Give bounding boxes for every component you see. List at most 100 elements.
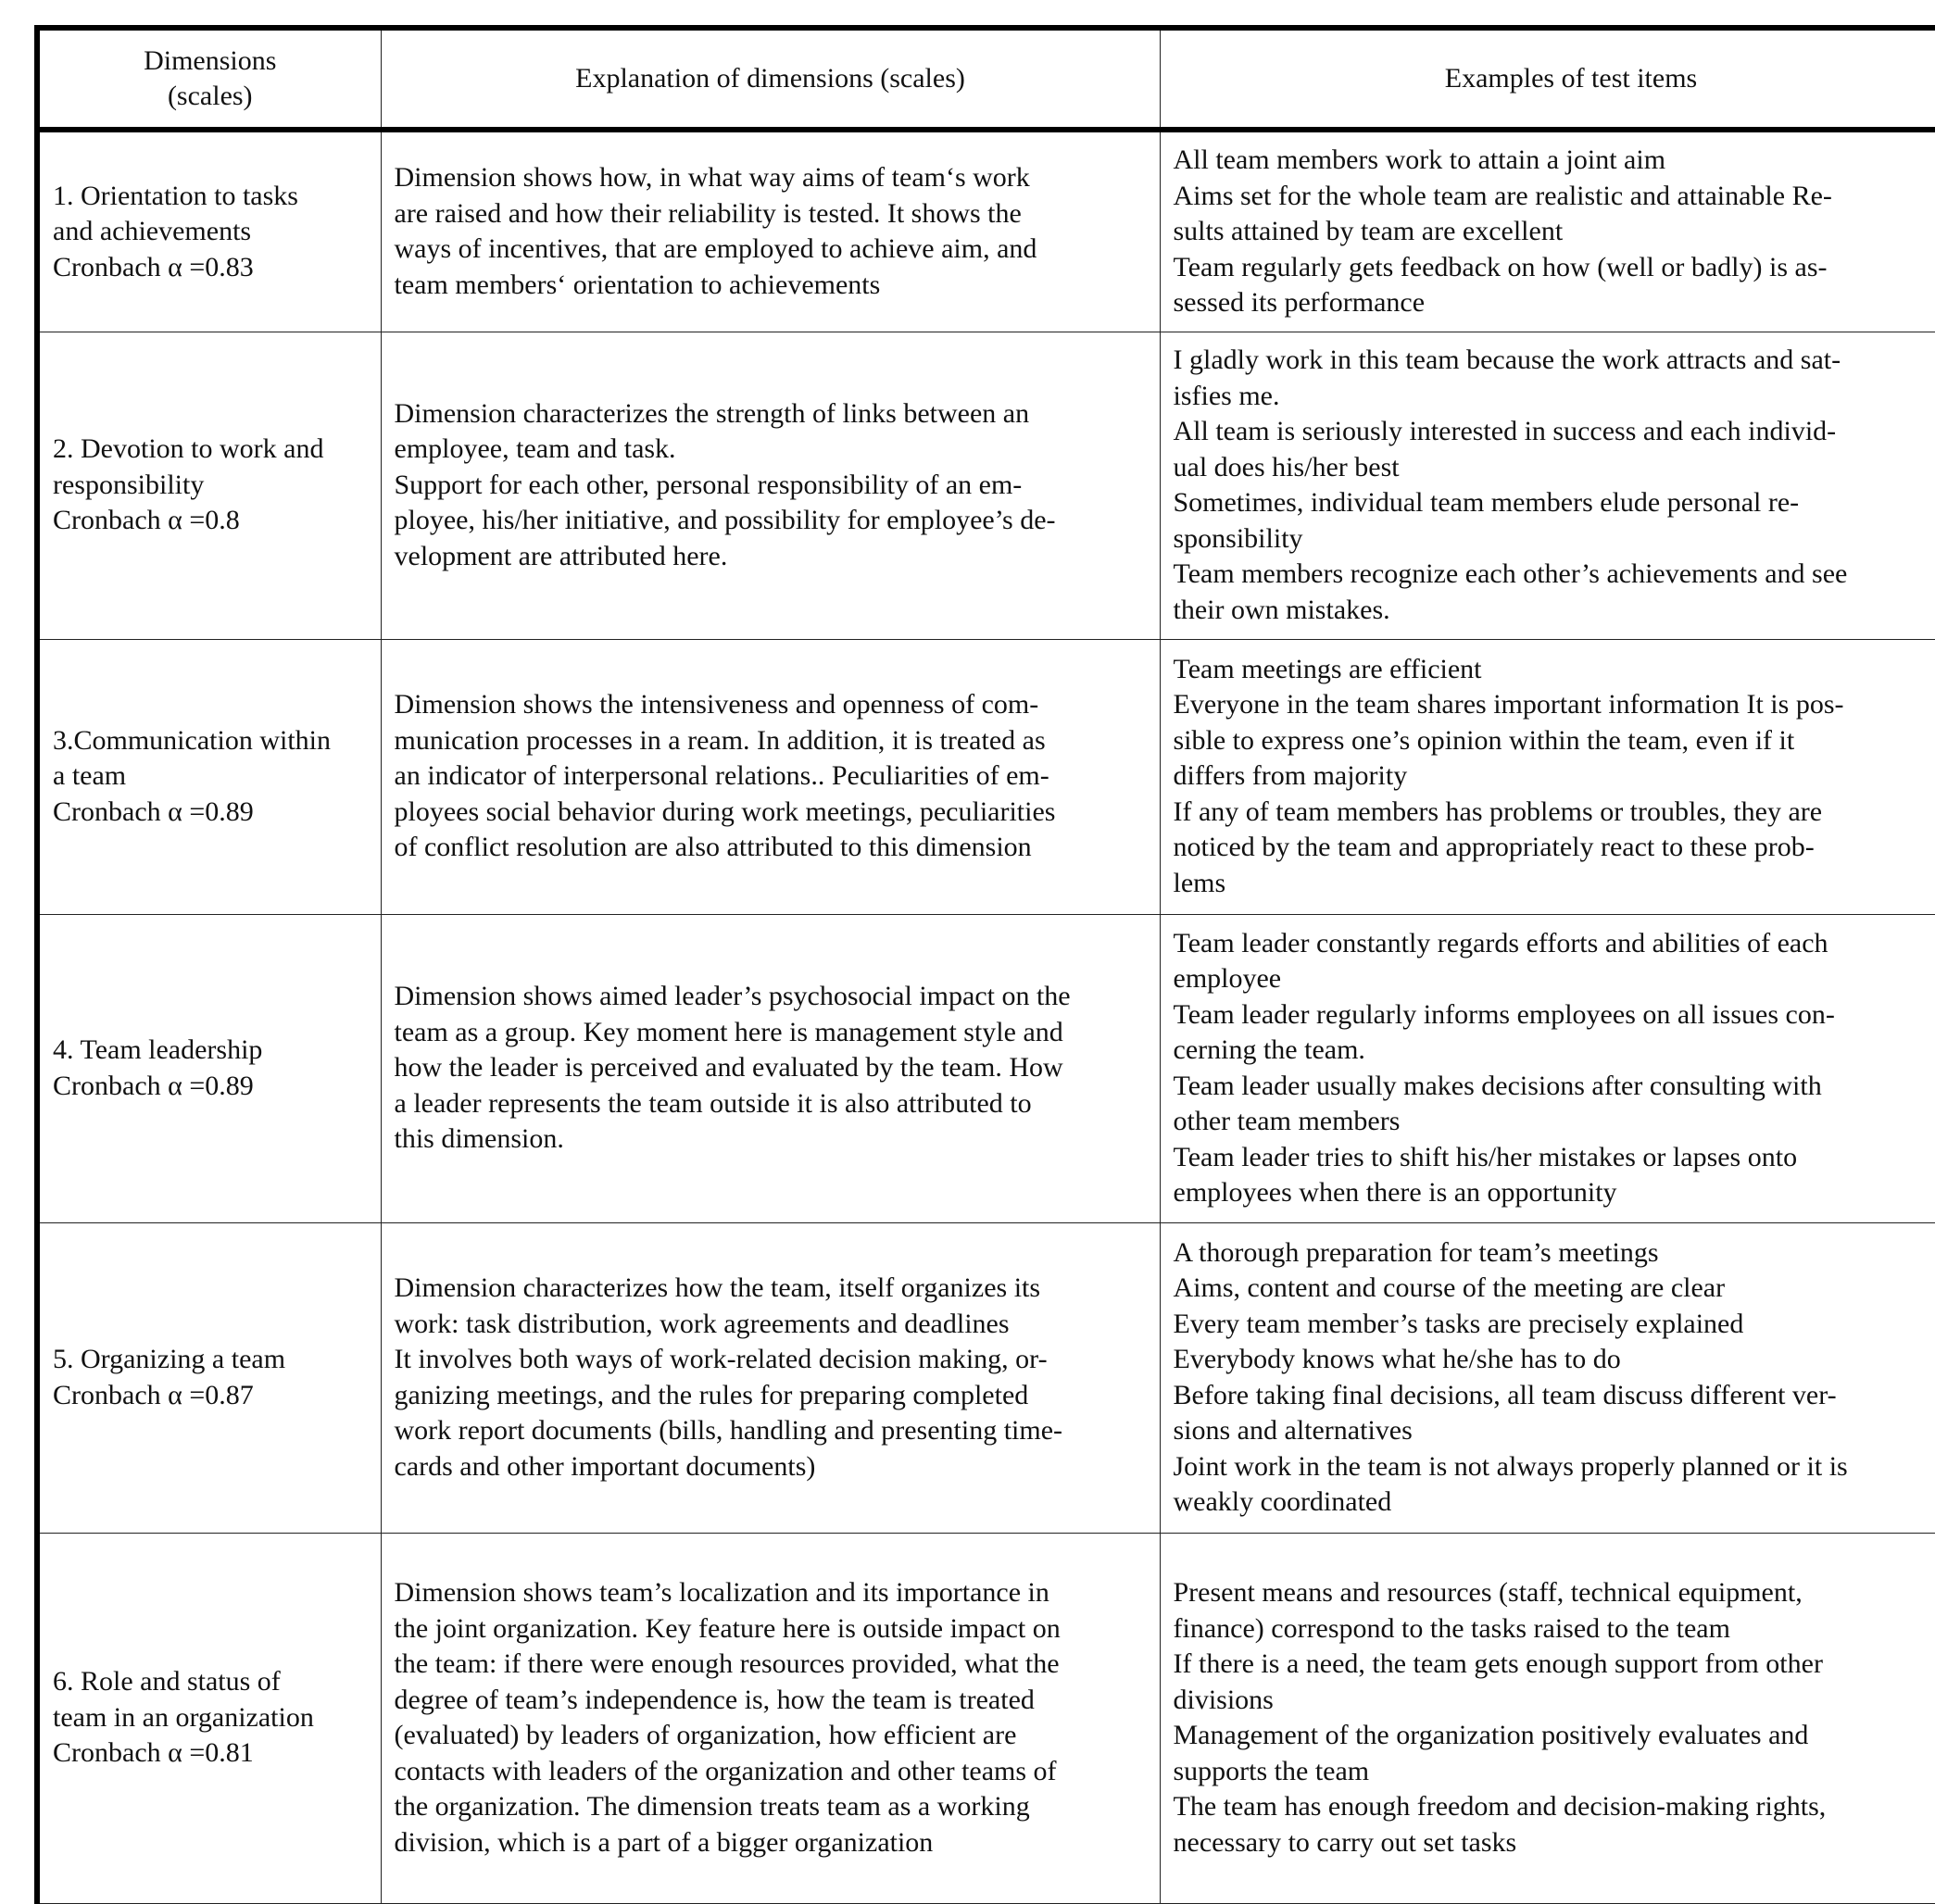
examples-cell: Team leader constantly regards efforts a… xyxy=(1160,914,1935,1222)
text-line: the team: if there were enough resources… xyxy=(395,1647,1147,1683)
text-line: Every team member’s tasks are precisely … xyxy=(1174,1307,1935,1343)
text-line: Dimension characterizes how the team, it… xyxy=(395,1271,1147,1307)
header-explanation: Explanation of dimensions (scales) xyxy=(381,28,1160,130)
header-dimensions: Dimensions(scales) xyxy=(37,28,381,130)
text-line: Dimension shows aimed leader’s psychosoc… xyxy=(395,979,1147,1015)
text-line: All team is seriously interested in succ… xyxy=(1174,414,1935,450)
text-line: Everyone in the team shares important in… xyxy=(1174,687,1935,723)
text-line: other team members xyxy=(1174,1104,1935,1140)
text-line: sults attained by team are excellent xyxy=(1174,214,1935,250)
text-line: Dimensions xyxy=(53,44,368,80)
text-line: work report documents (bills, handling a… xyxy=(395,1413,1147,1449)
explanation-cell: Dimension shows how, in what way aims of… xyxy=(381,130,1160,332)
header-examples: Examples of test items xyxy=(1160,28,1935,130)
text-line: ways of incentives, that are employed to… xyxy=(395,232,1147,268)
text-line: Joint work in the team is not always pro… xyxy=(1174,1449,1935,1485)
text-line: If any of team members has problems or t… xyxy=(1174,795,1935,831)
text-line: Examples of test items xyxy=(1174,61,1935,97)
text-line: responsibility xyxy=(53,468,368,504)
explanation-cell: Dimension shows the intensiveness and op… xyxy=(381,639,1160,914)
examples-cell: I gladly work in this team because the w… xyxy=(1160,332,1935,639)
text-line: Team members recognize each other’s achi… xyxy=(1174,557,1935,593)
text-line: employee xyxy=(1174,961,1935,997)
text-line: Cronbach α =0.89 xyxy=(53,1069,368,1105)
text-line: (scales) xyxy=(53,79,368,115)
text-line: a team xyxy=(53,758,368,795)
explanation-cell: Dimension characterizes how the team, it… xyxy=(381,1222,1160,1533)
text-line: this dimension. xyxy=(395,1121,1147,1158)
text-line: contacts with leaders of the organizatio… xyxy=(395,1754,1147,1790)
text-line: I gladly work in this team because the w… xyxy=(1174,343,1935,379)
text-line: ganizing meetings, and the rules for pre… xyxy=(395,1378,1147,1414)
text-line: (evaluated) by leaders of organization, … xyxy=(395,1718,1147,1754)
text-line: Cronbach α =0.81 xyxy=(53,1735,368,1772)
examples-cell: Present means and resources (staff, tech… xyxy=(1160,1533,1935,1903)
text-line: Team leader regularly informs employees … xyxy=(1174,997,1935,1033)
text-line: velopment are attributed here. xyxy=(395,539,1147,575)
text-line: 6. Role and status of xyxy=(53,1664,368,1700)
text-line: lems xyxy=(1174,866,1935,902)
text-line: 2. Devotion to work and xyxy=(53,432,368,468)
text-line: 1. Orientation to tasks xyxy=(53,179,368,215)
text-line: cerning the team. xyxy=(1174,1033,1935,1069)
text-line: Team meetings are efficient xyxy=(1174,652,1935,688)
text-line: how the leader is perceived and evaluate… xyxy=(395,1050,1147,1086)
header-row: Dimensions(scales) Explanation of dimensi… xyxy=(37,28,1935,130)
text-line: sions and alternatives xyxy=(1174,1413,1935,1449)
text-line: It involves both ways of work-related de… xyxy=(395,1342,1147,1378)
text-line: employee, team and task. xyxy=(395,432,1147,468)
dimensions-table: Dimensions(scales) Explanation of dimensi… xyxy=(34,25,1935,1904)
text-line: isfies me. xyxy=(1174,379,1935,415)
text-line: 5. Organizing a team xyxy=(53,1342,368,1378)
text-line: Explanation of dimensions (scales) xyxy=(395,61,1147,97)
text-line: Dimension shows how, in what way aims of… xyxy=(395,160,1147,196)
text-line: munication processes in a ream. In addit… xyxy=(395,723,1147,759)
text-line: Everybody knows what he/she has to do xyxy=(1174,1342,1935,1378)
text-line: Cronbach α =0.83 xyxy=(53,250,368,286)
text-line: The team has enough freedom and decision… xyxy=(1174,1789,1935,1825)
text-line: work: task distribution, work agreements… xyxy=(395,1307,1147,1343)
text-line: Cronbach α =0.8 xyxy=(53,503,368,539)
text-line: Dimension shows the intensiveness and op… xyxy=(395,687,1147,723)
text-line: Aims, content and course of the meeting … xyxy=(1174,1271,1935,1307)
text-line: the joint organization. Key feature here… xyxy=(395,1611,1147,1647)
examples-cell: A thorough preparation for team’s meetin… xyxy=(1160,1222,1935,1533)
text-line: ployee, his/her initiative, and possibil… xyxy=(395,503,1147,539)
text-line: team members‘ orientation to achievement… xyxy=(395,268,1147,304)
text-line: supports the team xyxy=(1174,1754,1935,1790)
text-line: ployees social behavior during work meet… xyxy=(395,795,1147,831)
text-line: employees when there is an opportunity xyxy=(1174,1175,1935,1211)
text-line: If there is a need, the team gets enough… xyxy=(1174,1647,1935,1683)
text-line: noticed by the team and appropriately re… xyxy=(1174,830,1935,866)
text-line: necessary to carry out set tasks xyxy=(1174,1825,1935,1861)
text-line: Dimension shows team’s localization and … xyxy=(395,1575,1147,1611)
text-line: All team members work to attain a joint … xyxy=(1174,143,1935,179)
text-line: Before taking final decisions, all team … xyxy=(1174,1378,1935,1414)
text-line: weakly coordinated xyxy=(1174,1484,1935,1521)
text-line: A thorough preparation for team’s meetin… xyxy=(1174,1235,1935,1271)
text-line: Present means and resources (staff, tech… xyxy=(1174,1575,1935,1611)
text-line: 4. Team leadership xyxy=(53,1033,368,1069)
explanation-cell: Dimension shows team’s localization and … xyxy=(381,1533,1160,1903)
text-line: team in an organization xyxy=(53,1700,368,1736)
text-line: Team leader usually makes decisions afte… xyxy=(1174,1069,1935,1105)
text-line: 3.Communication within xyxy=(53,723,368,759)
text-line: their own mistakes. xyxy=(1174,593,1935,629)
text-line: Cronbach α =0.89 xyxy=(53,795,368,831)
text-line: ual does his/her best xyxy=(1174,450,1935,486)
text-line: Team leader constantly regards efforts a… xyxy=(1174,926,1935,962)
examples-cell: All team members work to attain a joint … xyxy=(1160,130,1935,332)
text-line: Dimension characterizes the strength of … xyxy=(395,396,1147,432)
